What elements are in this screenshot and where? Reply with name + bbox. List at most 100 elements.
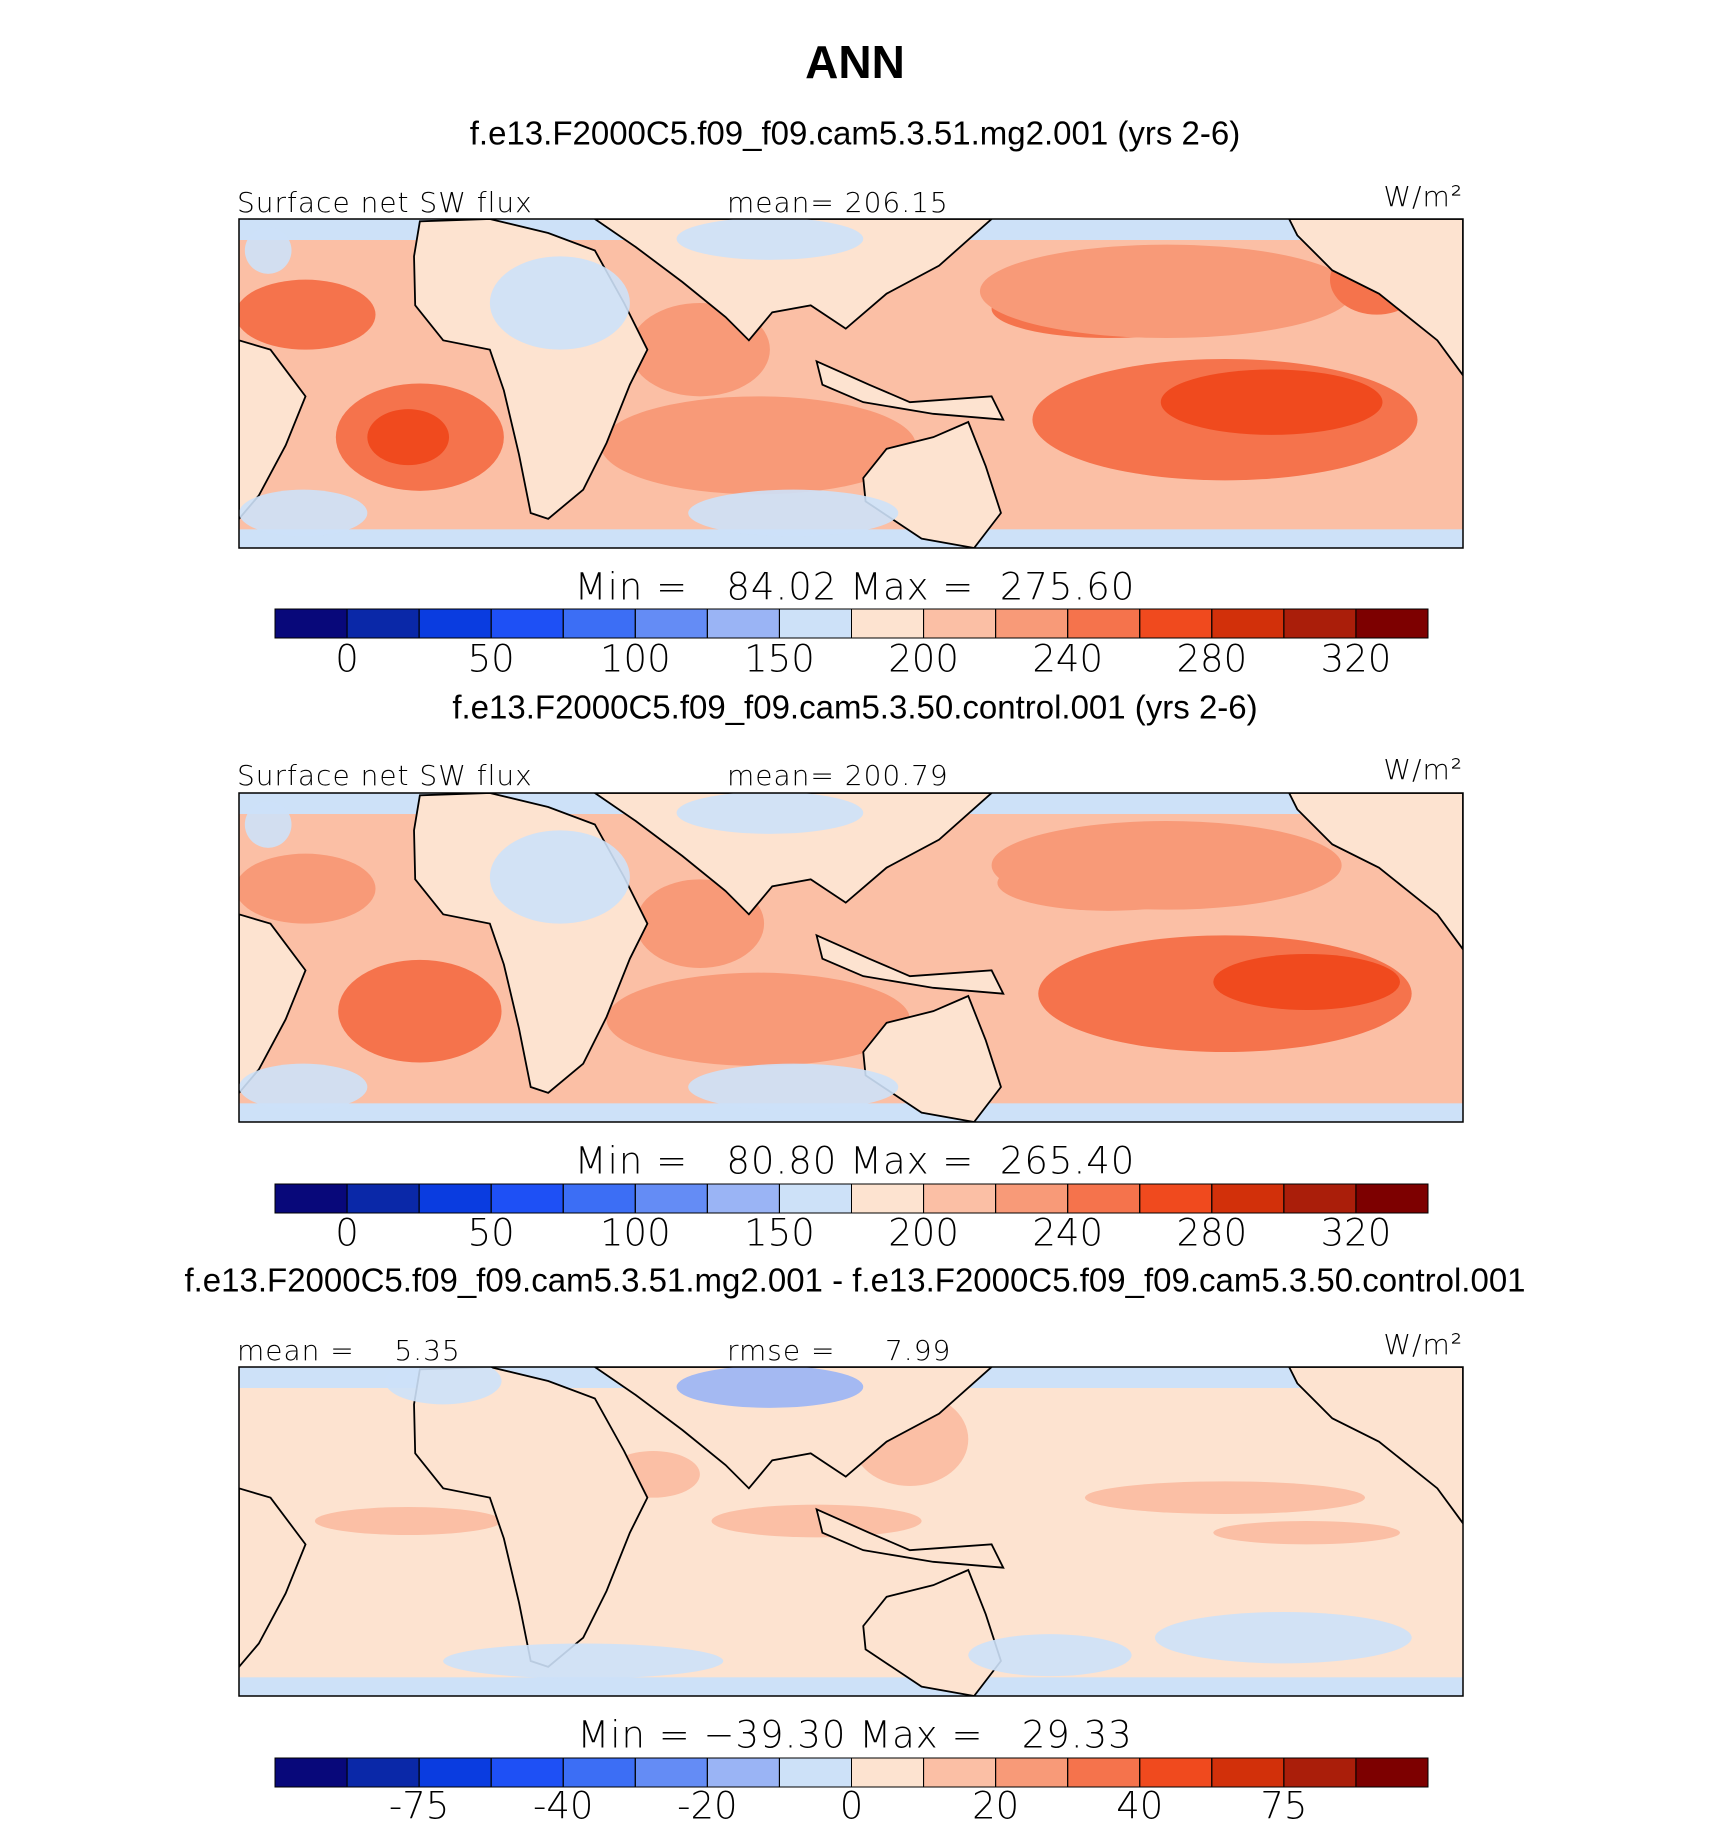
colorbar-tick-label: 0: [335, 1212, 359, 1255]
colorbar-tick-label: 150: [744, 1212, 815, 1255]
colorbar-box: [418, 608, 492, 639]
colorbar-box: [1067, 608, 1141, 639]
field-blob: [711, 1504, 922, 1538]
land: [239, 1487, 307, 1669]
colorbar-tick-label: 240: [1032, 638, 1103, 681]
colorbar-box: [418, 1183, 492, 1214]
colorbar-box: [1139, 1183, 1213, 1214]
map-frame: [238, 218, 1464, 549]
field-blob: [991, 821, 1342, 910]
colorbar-tick-label: -40: [533, 1785, 593, 1828]
map: [239, 793, 1463, 1122]
colorbar-tick-label: 20: [972, 1785, 1019, 1828]
colorbar-box: [1067, 1183, 1141, 1214]
land: [1288, 219, 1463, 377]
colorbar-box: [562, 1757, 636, 1788]
panel-center-label: rmse = 7.99: [727, 1334, 951, 1367]
colorbar-box: [995, 1183, 1069, 1214]
colorbar-box: [706, 1757, 780, 1788]
min-max: Min = 84.02 Max = 275.60: [575, 566, 1136, 609]
colorbar-box: [1283, 608, 1357, 639]
colorbar-box: [1355, 1183, 1429, 1214]
field-blob: [384, 1367, 502, 1405]
map-band: [239, 1103, 1463, 1122]
colorbar-box: [1139, 1757, 1213, 1788]
panel-left-label: mean = 5.35: [237, 1334, 461, 1367]
colorbar-box: [1211, 1757, 1285, 1788]
map: [239, 219, 1463, 548]
field-blob: [676, 793, 864, 834]
field-blob: [688, 489, 899, 537]
field-blob: [239, 853, 376, 924]
colorbar-box: [274, 1183, 348, 1214]
colorbar-box: [706, 1183, 780, 1214]
land: [815, 359, 1005, 421]
field-blob: [635, 879, 765, 969]
land: [239, 913, 307, 1095]
colorbar-tick-label: -20: [677, 1785, 737, 1828]
field-blob: [338, 959, 502, 1063]
colorbar-box: [274, 1757, 348, 1788]
field-blob: [606, 972, 910, 1066]
field-blob: [600, 396, 916, 495]
field-blob: [489, 830, 630, 924]
colorbar-box: [274, 608, 348, 639]
colorbar-box: [490, 1183, 564, 1214]
colorbar-tick-label: 100: [600, 638, 671, 681]
field-blob: [314, 1507, 502, 1535]
field-blob: [239, 279, 376, 350]
panel-center-label: mean= 200.79: [727, 759, 949, 792]
field-blob: [688, 1063, 899, 1111]
panel-subtitle: f.e13.F2000C5.f09_f09.cam5.3.51.mg2.001 …: [184, 1262, 1525, 1299]
field-blob: [443, 1643, 724, 1679]
field-blob: [968, 1634, 1132, 1677]
field-blob: [1160, 369, 1383, 435]
min-max: Min = −39.30 Max = 29.33: [577, 1714, 1132, 1757]
colorbar-box: [778, 608, 852, 639]
colorbar-box: [1139, 608, 1213, 639]
colorbar-box: [418, 1757, 492, 1788]
colorbar-box: [562, 1183, 636, 1214]
colorbar-tick-label: 0: [840, 1785, 864, 1828]
colorbar-box: [995, 1757, 1069, 1788]
field-blob: [239, 1063, 368, 1111]
colorbar-box: [1211, 1183, 1285, 1214]
colorbar-tick-label: 240: [1032, 1212, 1103, 1255]
field-blob: [1213, 1521, 1400, 1545]
colorbar-box: [634, 1757, 708, 1788]
colorbar-tick-label: 50: [468, 1212, 515, 1255]
field-blob: [1154, 1612, 1412, 1664]
colorbar-box: [490, 608, 564, 639]
colorbar-box: [346, 608, 420, 639]
field-blob: [676, 1367, 864, 1408]
colorbar-box: [346, 1757, 420, 1788]
field-blob: [239, 489, 368, 537]
colorbar-box: [778, 1183, 852, 1214]
map-band: [239, 529, 1463, 548]
colorbar-tick-label: 320: [1321, 1212, 1392, 1255]
colorbar-tick-label: 150: [744, 638, 815, 681]
colorbar-box: [923, 1757, 997, 1788]
panel-center-label: mean= 206.15: [727, 186, 949, 219]
map-frame: [238, 792, 1464, 1123]
panel-units: W/m²: [1383, 180, 1463, 213]
colorbar-tick-label: 320: [1321, 638, 1392, 681]
land: [1288, 1367, 1463, 1525]
colorbar-box: [490, 1757, 564, 1788]
colorbar-tick-label: 75: [1260, 1785, 1307, 1828]
colorbar-box: [706, 608, 780, 639]
min-max: Min = 80.80 Max = 265.40: [575, 1140, 1136, 1183]
colorbar-tick-label: 280: [1177, 1212, 1248, 1255]
panel-left-label: Surface net SW flux: [237, 186, 533, 219]
colorbar-box: [1283, 1183, 1357, 1214]
panel-units: W/m²: [1383, 1328, 1463, 1361]
colorbar-box: [923, 608, 997, 639]
panel-left-label: Surface net SW flux: [237, 759, 533, 792]
field-blob: [244, 227, 292, 274]
panel-subtitle: f.e13.F2000C5.f09_f09.cam5.3.50.control.…: [452, 689, 1257, 726]
colorbar-box: [923, 1183, 997, 1214]
colorbar-box: [1211, 608, 1285, 639]
colorbar-box: [778, 1757, 852, 1788]
map-frame: [238, 1366, 1464, 1697]
